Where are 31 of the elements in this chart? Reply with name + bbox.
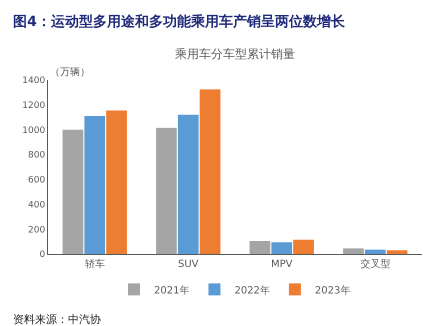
- legend-label: 2023年: [314, 284, 350, 296]
- y-axis-title: （万辆）: [50, 66, 90, 78]
- bar: [156, 128, 177, 254]
- bar: [293, 240, 314, 254]
- x-tick-label: 交叉型: [360, 258, 390, 270]
- y-tick-label: 1200: [22, 101, 46, 112]
- y-tick-label: 800: [28, 150, 46, 161]
- chart-subtitle: 乘用车分车型累计销量: [175, 47, 295, 61]
- legend-label: 2022年: [234, 284, 270, 296]
- y-tick-label: 1400: [22, 76, 46, 86]
- bar: [62, 130, 84, 254]
- y-tick-label: 1000: [22, 126, 46, 136]
- bar: [106, 110, 127, 254]
- x-tick-label: SUV: [178, 259, 199, 270]
- y-tick-label: 600: [28, 176, 46, 186]
- legend-label: 2021年: [154, 284, 190, 296]
- text: 资料来源：中汽协: [13, 313, 101, 326]
- y-tick-label: 0: [39, 250, 46, 260]
- x-tick-label: 轿车: [84, 258, 105, 270]
- bar: [271, 242, 292, 254]
- x-tick-label: MPV: [271, 259, 293, 270]
- chart-title: 图4：运动型多用途和多功能乘用车产销呈两位数增长: [13, 13, 346, 30]
- y-tick-label: 400: [28, 200, 46, 210]
- bar: [343, 248, 364, 254]
- bar: [386, 250, 408, 254]
- y-tick-label: 200: [28, 225, 46, 236]
- bar: [84, 116, 106, 254]
- bar: [178, 114, 199, 254]
- bar: [364, 250, 386, 254]
- bar: [250, 240, 270, 254]
- bar: [200, 89, 220, 254]
